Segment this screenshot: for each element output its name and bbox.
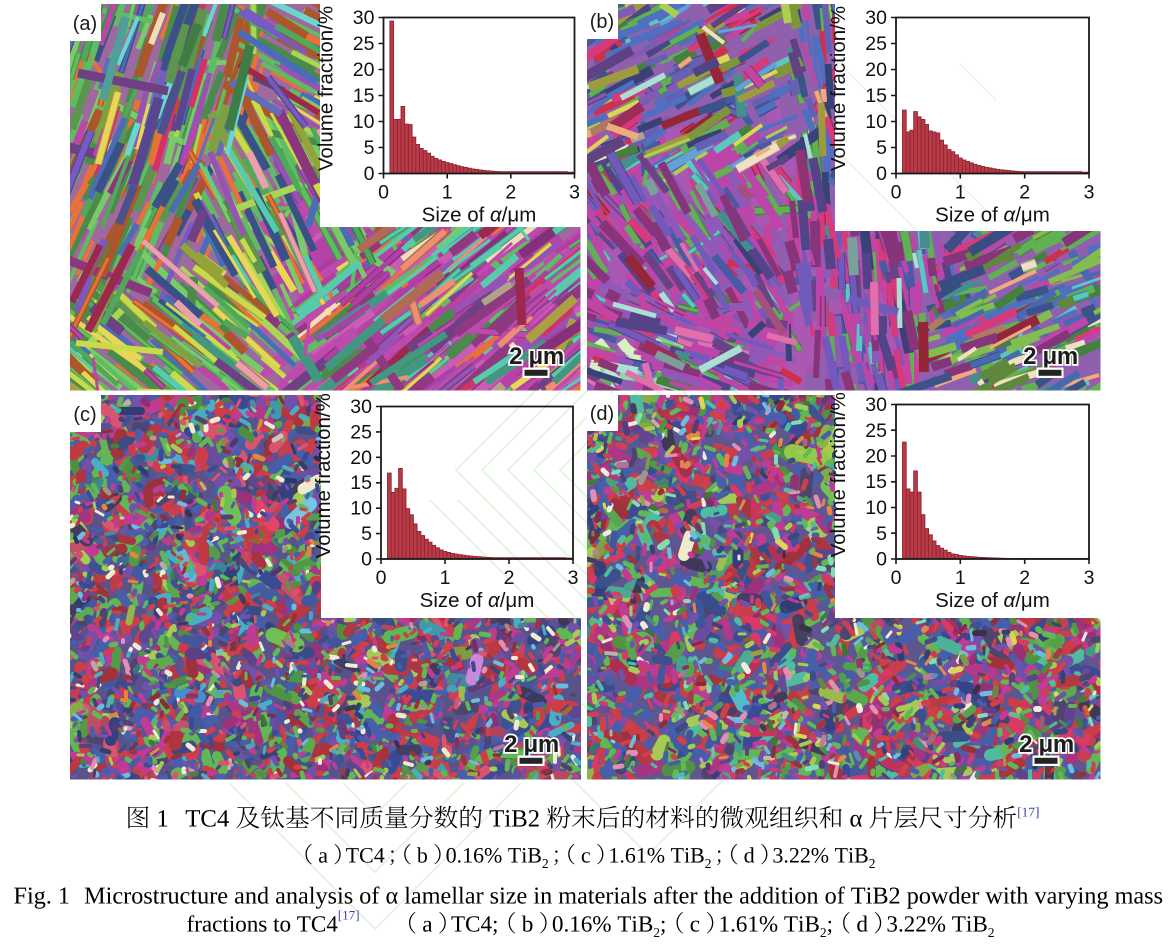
svg-text:10: 10	[865, 111, 887, 133]
svg-text:(a): (a)	[73, 13, 97, 35]
svg-text:2: 2	[1019, 182, 1030, 204]
svg-text:30: 30	[353, 7, 375, 29]
svg-text:20: 20	[353, 59, 375, 81]
svg-text:0: 0	[891, 182, 902, 204]
svg-text:(d): (d)	[590, 403, 614, 425]
svg-text:1: 1	[955, 182, 966, 204]
svg-text:Volume fraction/%: Volume fraction/%	[315, 6, 338, 171]
svg-text:10: 10	[353, 111, 375, 133]
svg-text:15: 15	[353, 85, 375, 107]
svg-text:Size of α/μm: Size of α/μm	[422, 204, 537, 227]
svg-text:(c): (c)	[73, 404, 96, 426]
svg-text:10: 10	[865, 497, 887, 519]
svg-text:5: 5	[876, 137, 887, 159]
svg-text:5: 5	[361, 523, 372, 545]
svg-text:20: 20	[865, 59, 887, 81]
svg-text:1: 1	[955, 567, 966, 589]
svg-text:0: 0	[361, 549, 372, 571]
svg-text:2 μm: 2 μm	[1019, 731, 1074, 758]
svg-text:Size of α/μm: Size of α/μm	[935, 204, 1050, 227]
svg-text:25: 25	[350, 421, 372, 443]
svg-text:2 μm: 2 μm	[509, 343, 564, 370]
svg-text:3: 3	[1084, 182, 1095, 204]
svg-text:5: 5	[876, 523, 887, 545]
svg-text:0: 0	[376, 567, 387, 589]
svg-text:Volume fraction/%: Volume fraction/%	[827, 6, 850, 171]
svg-text:1: 1	[442, 182, 453, 204]
svg-text:10: 10	[350, 498, 372, 520]
svg-text:25: 25	[865, 420, 887, 442]
svg-text:2 μm: 2 μm	[504, 731, 559, 758]
svg-text:2: 2	[505, 182, 516, 204]
svg-text:30: 30	[865, 394, 887, 416]
svg-text:2: 2	[1019, 567, 1030, 589]
svg-text:3: 3	[569, 182, 580, 204]
svg-text:3: 3	[1084, 567, 1095, 589]
svg-text:2: 2	[504, 567, 515, 589]
svg-text:30: 30	[865, 7, 887, 29]
svg-text:25: 25	[353, 33, 375, 55]
svg-text:20: 20	[350, 447, 372, 469]
svg-text:15: 15	[350, 472, 372, 494]
svg-text:1: 1	[440, 567, 451, 589]
svg-text:15: 15	[865, 85, 887, 107]
svg-text:Size of α/μm: Size of α/μm	[935, 589, 1050, 612]
svg-text:Size of α/μm: Size of α/μm	[420, 589, 535, 612]
svg-text:0: 0	[876, 549, 887, 571]
svg-text:30: 30	[350, 396, 372, 418]
svg-text:(b): (b)	[590, 11, 614, 33]
svg-text:0: 0	[891, 567, 902, 589]
svg-text:15: 15	[865, 471, 887, 493]
svg-text:Volume fraction/%: Volume fraction/%	[312, 393, 335, 558]
svg-text:3: 3	[568, 567, 579, 589]
svg-text:5: 5	[364, 137, 375, 159]
svg-text:0: 0	[378, 182, 389, 204]
svg-text:0: 0	[364, 163, 375, 185]
svg-text:Volume fraction/%: Volume fraction/%	[827, 392, 850, 557]
svg-text:0: 0	[876, 163, 887, 185]
svg-text:20: 20	[865, 446, 887, 468]
svg-text:2 μm: 2 μm	[1023, 343, 1078, 370]
svg-text:25: 25	[865, 33, 887, 55]
